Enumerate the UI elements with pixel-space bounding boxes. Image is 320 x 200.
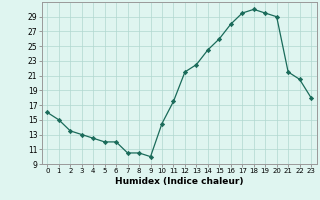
X-axis label: Humidex (Indice chaleur): Humidex (Indice chaleur) bbox=[115, 177, 244, 186]
